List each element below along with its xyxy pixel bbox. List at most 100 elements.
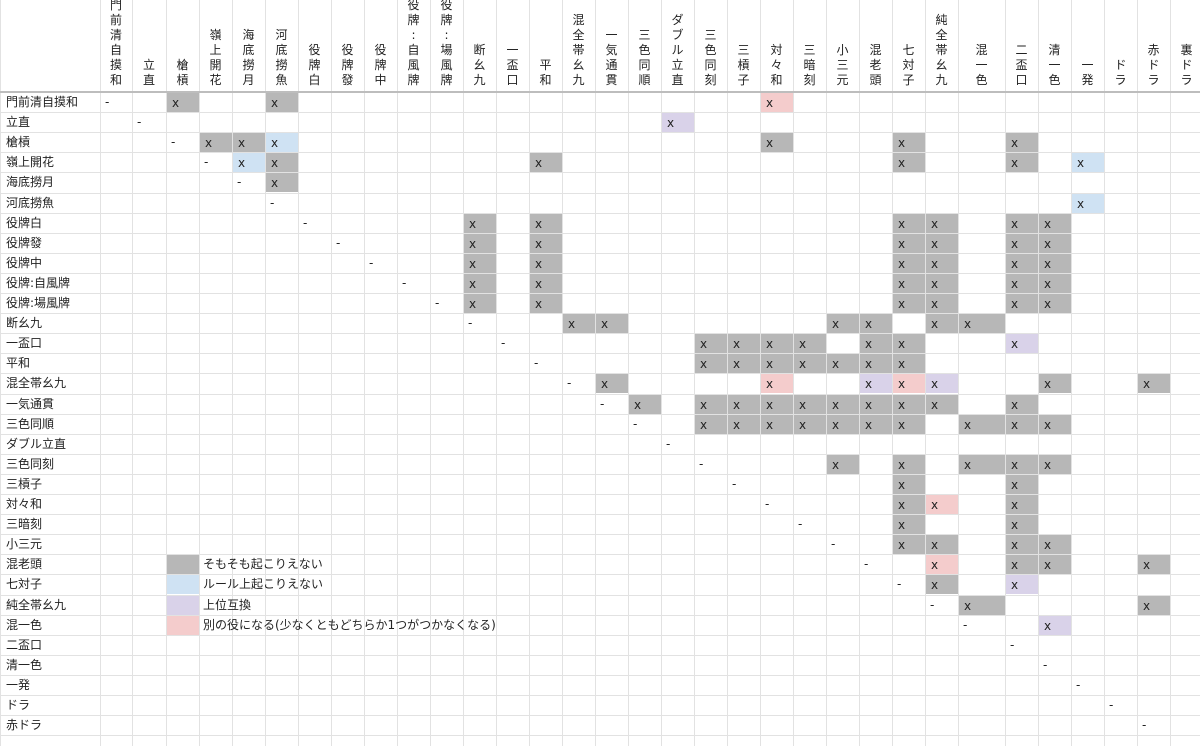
column-header[interactable]: 純全帯幺九 [925, 0, 958, 92]
matrix-cell-g[interactable]: x [596, 314, 628, 334]
column-header[interactable]: 三色同順 [628, 0, 661, 92]
matrix-cell-g[interactable]: x [893, 213, 925, 233]
matrix-cell-g[interactable]: x [695, 414, 727, 434]
column-header[interactable]: ドラ [1104, 0, 1137, 92]
matrix-cell-g[interactable]: x [695, 354, 727, 374]
row-label[interactable]: 立直 [6, 115, 31, 130]
row-label[interactable]: 対々和 [6, 497, 43, 511]
matrix-cell-g[interactable]: x [1006, 454, 1038, 474]
row-label[interactable]: 純全帯幺九 [6, 597, 67, 612]
matrix-cell-g[interactable]: x [1039, 294, 1071, 313]
matrix-cell-g[interactable]: x [959, 454, 1005, 474]
matrix-cell-p[interactable]: x [926, 374, 958, 394]
matrix-cell-b[interactable]: x [1072, 153, 1104, 173]
matrix-cell-g[interactable]: x [530, 273, 562, 293]
column-header[interactable]: 海底撈月 [232, 0, 265, 92]
matrix-cell-g[interactable]: x [1039, 273, 1071, 293]
row-label[interactable]: 役牌:場風牌 [6, 296, 71, 310]
column-header[interactable]: 平和 [529, 0, 562, 92]
matrix-cell-g[interactable]: x [893, 273, 925, 293]
row-label[interactable]: 赤ドラ [6, 718, 43, 733]
matrix-cell-g[interactable]: x [266, 93, 298, 112]
column-header[interactable]: 役牌:場風牌 [430, 0, 463, 92]
matrix-cell-g[interactable]: x [893, 233, 925, 253]
matrix-cell-g[interactable]: x [1006, 535, 1038, 555]
matrix-cell-g[interactable]: x [1006, 133, 1038, 153]
column-header[interactable]: 一気通貫 [595, 0, 628, 92]
matrix-cell-g[interactable]: x [530, 294, 562, 313]
column-header[interactable]: 対々和 [760, 0, 793, 92]
matrix-cell-g[interactable]: x [200, 133, 232, 153]
matrix-cell-g[interactable]: x [1039, 535, 1071, 555]
row-label[interactable]: 混一色 [6, 617, 43, 632]
column-header[interactable]: 槍槓 [166, 0, 199, 92]
column-header[interactable]: 三槓子 [727, 0, 760, 92]
matrix-cell-g[interactable]: x [794, 394, 826, 414]
matrix-cell-g[interactable]: x [1039, 253, 1071, 273]
matrix-cell-g[interactable]: x [893, 414, 925, 434]
column-header[interactable]: 三色同刻 [694, 0, 727, 92]
matrix-cell-g[interactable]: x [893, 394, 925, 414]
matrix-cell-g[interactable]: x [827, 394, 859, 414]
matrix-cell-g[interactable]: x [761, 133, 793, 153]
matrix-cell-g[interactable]: x [1006, 213, 1038, 233]
row-label[interactable]: 海底撈月 [6, 175, 55, 190]
matrix-cell-g[interactable]: x [761, 354, 793, 374]
matrix-cell-g[interactable]: x [728, 414, 760, 434]
matrix-cell-g[interactable]: x [596, 374, 628, 394]
row-label[interactable]: 役牌白 [6, 215, 43, 230]
matrix-cell-g[interactable]: x [893, 354, 925, 374]
matrix-cell-g[interactable]: x [827, 314, 859, 334]
matrix-cell-g[interactable]: x [794, 334, 826, 354]
row-label[interactable]: 一気通貫 [6, 396, 55, 411]
matrix-cell-g[interactable]: x [1006, 555, 1038, 575]
matrix-cell-p[interactable]: x [1006, 334, 1038, 354]
matrix-cell-g[interactable]: x [893, 474, 925, 494]
matrix-cell-g[interactable]: x [1006, 474, 1038, 494]
matrix-cell-g[interactable]: x [464, 233, 496, 253]
matrix-cell-g[interactable]: x [860, 354, 892, 374]
column-header[interactable]: 門前清自摸和 [100, 0, 132, 92]
matrix-cell-g[interactable]: x [794, 354, 826, 374]
column-header[interactable]: 断幺九 [463, 0, 496, 92]
matrix-cell-g[interactable]: x [629, 394, 661, 414]
column-header[interactable]: 小三元 [826, 0, 859, 92]
matrix-cell-g[interactable]: x [563, 314, 595, 334]
matrix-cell-g[interactable]: x [893, 133, 925, 153]
matrix-cell-r[interactable]: x [893, 374, 925, 394]
column-header[interactable]: 立直 [132, 0, 166, 92]
row-label[interactable]: 三色同順 [6, 416, 55, 431]
matrix-cell-g[interactable]: x [1006, 414, 1038, 434]
matrix-cell-g[interactable]: x [266, 153, 298, 173]
matrix-cell-g[interactable]: x [266, 173, 298, 193]
column-header[interactable]: ダブル立直 [661, 0, 694, 92]
matrix-cell-r[interactable]: x [761, 93, 793, 112]
matrix-cell-g[interactable]: x [728, 394, 760, 414]
matrix-cell-g[interactable]: x [893, 153, 925, 173]
matrix-cell-g[interactable]: x [1006, 394, 1038, 414]
row-label[interactable]: 三色同刻 [6, 456, 55, 471]
column-header[interactable]: 混老頭 [859, 0, 892, 92]
row-label[interactable]: 二盃口 [6, 637, 43, 652]
row-label[interactable]: 役牌發 [6, 235, 43, 250]
matrix-cell-g[interactable]: x [464, 273, 496, 293]
matrix-cell-g[interactable]: x [926, 233, 958, 253]
matrix-cell-g[interactable]: x [728, 334, 760, 354]
matrix-cell-g[interactable]: x [860, 314, 892, 334]
matrix-cell-g[interactable]: x [761, 334, 793, 354]
matrix-cell-g[interactable]: x [1138, 555, 1170, 575]
column-header[interactable]: 混全帯幺九 [562, 0, 595, 92]
column-header[interactable]: 一盃口 [496, 0, 529, 92]
matrix-cell-g[interactable]: x [1006, 515, 1038, 535]
matrix-cell-g[interactable]: x [1006, 294, 1038, 313]
matrix-cell-g[interactable]: x [926, 253, 958, 273]
matrix-cell-g[interactable]: x [464, 253, 496, 273]
matrix-cell-g[interactable]: x [695, 394, 727, 414]
column-header[interactable]: 役牌中 [364, 0, 397, 92]
matrix-cell-g[interactable]: x [893, 515, 925, 535]
matrix-cell-p[interactable]: x [1006, 575, 1038, 595]
row-label[interactable]: 門前清自摸和 [6, 95, 79, 109]
matrix-cell-g[interactable]: x [1039, 233, 1071, 253]
row-label[interactable]: 役牌:自風牌 [6, 275, 71, 290]
row-label[interactable]: 三槓子 [6, 476, 43, 491]
